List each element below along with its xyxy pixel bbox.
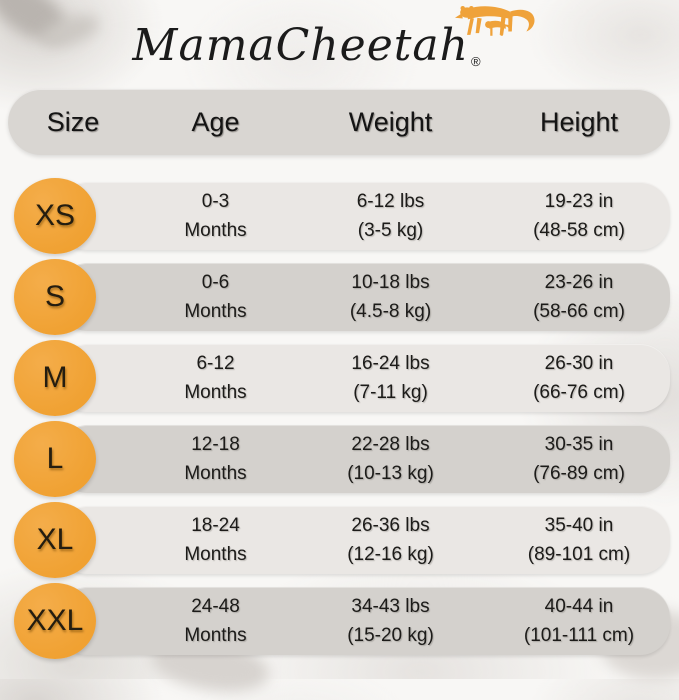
height-cm: (48-58 cm) <box>533 220 625 241</box>
height-in: 35-40 in <box>544 515 614 536</box>
weight-cell: 16-24 lbs (7-11 kg) <box>293 349 488 407</box>
age-unit: Months <box>184 625 247 646</box>
age-unit: Months <box>184 463 247 484</box>
table-row: 0-6 Months 10-18 lbs (4.5-8 kg) 23-26 in (5… <box>8 259 670 335</box>
table-row: 12-18 Months 22-28 lbs (10-13 kg) 30-35 in… <box>8 421 670 497</box>
table-row: 24-48 Months 34-43 lbs (15-20 kg) 40-44 in… <box>8 583 670 659</box>
height-in: 23-26 in <box>544 272 614 293</box>
age-unit: Months <box>184 220 247 241</box>
weight-kg: (15-20 kg) <box>347 625 434 646</box>
weight-kg: (10-13 kg) <box>347 463 434 484</box>
size-badge: S <box>14 259 96 335</box>
row-pill: 6-12 Months 16-24 lbs (7-11 kg) 26-30 in (6… <box>58 344 670 412</box>
weight-lbs: 10-18 lbs <box>351 272 430 293</box>
weight-cell: 6-12 lbs (3-5 kg) <box>293 187 488 245</box>
row-pill: 24-48 Months 34-43 lbs (15-20 kg) 40-44 in… <box>58 587 670 655</box>
header-height: Height <box>539 106 619 137</box>
age-range: 24-48 <box>191 596 240 617</box>
age-range: 18-24 <box>191 515 240 536</box>
height-in: 40-44 in <box>544 596 614 617</box>
size-badge: XL <box>14 502 96 578</box>
height-cell: 23-26 in (58-66 cm) <box>488 268 670 326</box>
header-weight: Weight <box>348 106 433 137</box>
age-cell: 12-18 Months <box>138 430 293 488</box>
weight-cell: 10-18 lbs (4.5-8 kg) <box>293 268 488 326</box>
age-unit: Months <box>184 382 247 403</box>
height-cell: 30-35 in (76-89 cm) <box>488 430 670 488</box>
weight-cell: 34-43 lbs (15-20 kg) <box>293 592 488 650</box>
registered-trademark-symbol: ® <box>470 54 481 69</box>
height-cm: (101-111 cm) <box>523 625 635 646</box>
weight-kg: (4.5-8 kg) <box>349 301 432 322</box>
height-cm: (89-101 cm) <box>527 544 631 565</box>
age-range: 6-12 <box>196 353 235 374</box>
height-cm: (58-66 cm) <box>533 301 625 322</box>
weight-cell: 22-28 lbs (10-13 kg) <box>293 430 488 488</box>
size-badge: L <box>14 421 96 497</box>
age-range: 0-6 <box>201 272 230 293</box>
age-cell: 18-24 Months <box>138 511 293 569</box>
size-badge: M <box>14 340 96 416</box>
age-unit: Months <box>184 301 247 322</box>
age-cell: 0-6 Months <box>138 268 293 326</box>
header-age: Age <box>191 106 240 137</box>
row-pill: 12-18 Months 22-28 lbs (10-13 kg) 30-35 in… <box>58 425 670 493</box>
weight-kg: (12-16 kg) <box>347 544 434 565</box>
height-in: 30-35 in <box>544 434 614 455</box>
table-header-row: Size Age Weight Height <box>8 89 670 155</box>
age-cell: 24-48 Months <box>138 592 293 650</box>
cheetah-logo-icon <box>454 6 535 36</box>
age-cell: 0-3 Months <box>138 187 293 245</box>
row-pill: 0-6 Months 10-18 lbs (4.5-8 kg) 23-26 in (5… <box>58 263 670 331</box>
weight-lbs: 22-28 lbs <box>351 434 430 455</box>
brand-logo-lockup: MamaCheetah ® <box>132 6 535 71</box>
brand-logo: MamaCheetah ® <box>0 6 679 70</box>
size-badge: XS <box>14 178 96 254</box>
age-range: 0-3 <box>201 191 230 212</box>
weight-lbs: 16-24 lbs <box>351 353 430 374</box>
height-cell: 40-44 in (101-111 cm) <box>488 592 670 650</box>
table-row: 6-12 Months 16-24 lbs (7-11 kg) 26-30 in (6… <box>8 340 670 416</box>
height-cm: (66-76 cm) <box>533 382 625 403</box>
brand-name: MamaCheetah <box>132 20 469 71</box>
table-row: 18-24 Months 26-36 lbs (12-16 kg) 35-40 in… <box>8 502 670 578</box>
height-cell: 26-30 in (66-76 cm) <box>488 349 670 407</box>
height-cell: 35-40 in (89-101 cm) <box>488 511 670 569</box>
header-size: Size <box>46 106 100 137</box>
weight-kg: (3-5 kg) <box>357 220 424 241</box>
weight-lbs: 6-12 lbs <box>356 191 425 212</box>
age-range: 12-18 <box>191 434 240 455</box>
height-cm: (76-89 cm) <box>533 463 625 484</box>
weight-kg: (7-11 kg) <box>353 382 428 403</box>
size-badge: XXL <box>14 583 96 659</box>
weight-lbs: 34-43 lbs <box>351 596 430 617</box>
row-pill: 0-3 Months 6-12 lbs (3-5 kg) 19-23 in (48-5… <box>58 182 670 250</box>
weight-cell: 26-36 lbs (12-16 kg) <box>293 511 488 569</box>
weight-lbs: 26-36 lbs <box>351 515 430 536</box>
age-unit: Months <box>184 544 247 565</box>
age-cell: 6-12 Months <box>138 349 293 407</box>
row-pill: 18-24 Months 26-36 lbs (12-16 kg) 35-40 in… <box>58 506 670 574</box>
table-row: 0-3 Months 6-12 lbs (3-5 kg) 19-23 in (48-5… <box>8 178 670 254</box>
height-cell: 19-23 in (48-58 cm) <box>488 187 670 245</box>
height-in: 19-23 in <box>544 191 614 212</box>
height-in: 26-30 in <box>544 353 614 374</box>
